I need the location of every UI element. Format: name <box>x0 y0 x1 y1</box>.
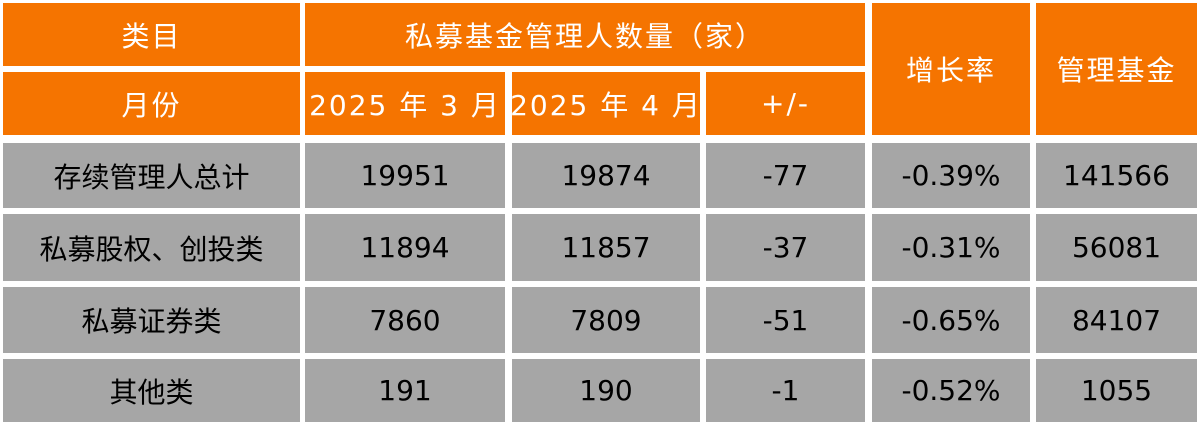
table-cell: 84107 <box>1036 287 1197 353</box>
row-label: 私募股权、创投类 <box>3 214 300 281</box>
table-cell: 7809 <box>512 287 700 353</box>
table-cell: -51 <box>706 287 865 353</box>
header-cell: 私募基金管理人数量（家） <box>305 3 865 66</box>
table-cell: 191 <box>305 359 505 422</box>
table-cell: 1055 <box>1036 359 1197 422</box>
row-label: 存续管理人总计 <box>3 143 300 208</box>
table-cell: 141566 <box>1036 143 1197 208</box>
table-cell: -1 <box>706 359 865 422</box>
table-cell: -0.52% <box>872 359 1030 422</box>
header-cell: 增长率 <box>872 3 1030 135</box>
table-cell: -37 <box>706 214 865 281</box>
table-cell: 7860 <box>305 287 505 353</box>
table-cell: 11857 <box>512 214 700 281</box>
header-cell: 月份 <box>3 72 300 135</box>
table-cell: -0.39% <box>872 143 1030 208</box>
header-cell: 管理基金 <box>1036 3 1197 135</box>
header-cell: 2025 年 4 月 <box>510 72 700 135</box>
table-cell: 19951 <box>305 143 505 208</box>
row-label: 其他类 <box>3 359 300 422</box>
table-cell: 11894 <box>305 214 505 281</box>
table-cell: 56081 <box>1036 214 1197 281</box>
header-cell: 类目 <box>3 3 300 66</box>
table-cell: 190 <box>512 359 700 422</box>
table-cell: -0.31% <box>872 214 1030 281</box>
table-cell: 19874 <box>512 143 700 208</box>
row-label: 私募证券类 <box>3 287 300 353</box>
header-cell: +/- <box>706 72 865 135</box>
table-cell: -77 <box>706 143 865 208</box>
table-cell: -0.65% <box>872 287 1030 353</box>
header-cell: 2025 年 3 月 <box>305 72 505 135</box>
